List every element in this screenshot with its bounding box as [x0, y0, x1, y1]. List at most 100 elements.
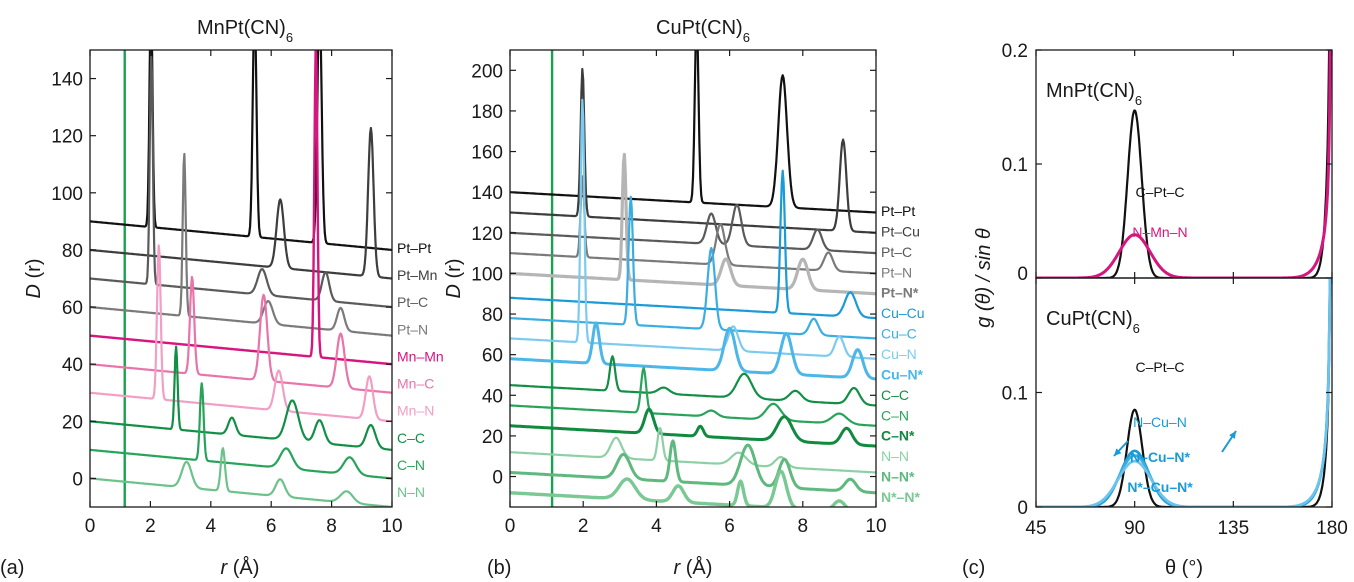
x-tick-label: 90	[1124, 518, 1145, 539]
series-line-a-3	[90, 152, 392, 337]
panel-title: MnPt(CN)6	[197, 17, 293, 45]
series-line-b-4	[510, 152, 876, 296]
series-label-b-0: Pt–Pt	[881, 203, 915, 219]
angle-annotation-0-1: N–Mn–N	[1132, 224, 1187, 240]
series-line-a-8	[90, 382, 392, 480]
series-line-b-5	[510, 169, 876, 320]
x-tick-label: 8	[798, 516, 809, 537]
panel-c: 0 0.1 0.2 MnPt(CN)6 C–Pt–C N–Mn–N 0 0.1 CuPt(CN)…	[962, 41, 1348, 579]
y-tick-label: 0	[1017, 498, 1028, 519]
series-label-b-14: N*–N*	[881, 489, 920, 505]
series-label-b-7: Cu–N	[881, 346, 917, 362]
series-line-a-1	[90, 126, 392, 280]
x-tick-label: 4	[206, 516, 217, 537]
y-tick-label: 180	[471, 102, 503, 123]
series-line-b-7	[510, 98, 876, 360]
series-label-b-10: C–N	[881, 407, 909, 423]
series-label-b-9: C–C	[881, 387, 909, 403]
arrow-left-head	[1114, 448, 1122, 456]
plot-frame	[89, 49, 393, 508]
series-line-b-11	[510, 407, 876, 448]
angle-annotation-1-0: C–Pt–C	[1135, 359, 1184, 375]
angle-series-line-1-1	[1036, 278, 1332, 507]
series-label-a-6: Mn–N	[397, 403, 434, 419]
y-tick-label: 60	[62, 298, 83, 319]
y-tick-label: 20	[62, 412, 83, 433]
angle-annotation-1-1: N–Cu–N	[1133, 414, 1187, 430]
x-tick-label: 6	[724, 516, 735, 537]
series-label-b-3: Pt–N	[881, 264, 912, 280]
y-tick-label: 80	[62, 241, 83, 262]
series-line-a-5	[90, 275, 392, 394]
series-label-b-12: N–N	[881, 448, 909, 464]
series-label-b-1: Pt–Cu	[881, 223, 920, 239]
x-tick-label: 10	[865, 516, 886, 537]
panel-title: CuPt(CN)6	[656, 17, 750, 45]
x-tick-label: 2	[578, 516, 589, 537]
panel-letter: (c)	[962, 557, 985, 579]
series-group	[510, 50, 876, 507]
y-tick-label: 140	[51, 70, 83, 91]
series-line-b-14	[510, 469, 849, 507]
x-tick-label: 0	[85, 516, 96, 537]
series-label-b-6: Cu–C	[881, 326, 917, 342]
x-tick-label: 8	[326, 516, 337, 537]
series-label-a-9: N–N	[397, 484, 425, 500]
series-line-b-9	[510, 355, 876, 407]
series-group	[90, 50, 392, 507]
y-tick-label: 0.2	[1002, 41, 1028, 62]
x-tick-label: 2	[145, 516, 156, 537]
arrow-right-head	[1229, 431, 1236, 439]
y-tick-label: 0	[72, 469, 83, 490]
x-tick-label: 45	[1025, 518, 1046, 539]
series-label-b-4: Pt–N*	[881, 285, 919, 301]
y-tick-label: 60	[482, 346, 503, 367]
series-label-b-8: Cu–N*	[881, 366, 924, 382]
series-label-a-5: Mn–C	[397, 376, 434, 392]
y-tick-label: 100	[471, 264, 503, 285]
series-line-a-7	[90, 345, 392, 451]
series-label-a-3: Pt–N	[397, 321, 428, 337]
angle-annotation-1-2: N–Cu–N*	[1130, 449, 1190, 465]
series-label-b-5: Cu–Cu	[881, 305, 925, 321]
x-tick-label: 135	[1217, 518, 1249, 539]
series-line-b-10	[510, 367, 876, 427]
x-tick-label: 180	[1316, 518, 1348, 539]
y-tick-label: 0.1	[1002, 155, 1028, 176]
panel-letter: (b)	[487, 557, 511, 579]
subpanel-title: CuPt(CN)6	[1046, 308, 1140, 336]
series-line-b-8	[510, 321, 876, 381]
angle-annotation-1-3: N*–Cu–N*	[1127, 479, 1193, 495]
panel-letter: (a)	[0, 557, 24, 579]
series-label-b-2: Pt–C	[881, 244, 912, 260]
angle-series-line-1-2	[1036, 278, 1332, 507]
series-line-b-3	[510, 175, 876, 275]
series-line-b-0	[510, 50, 876, 214]
x-tick-label: 10	[381, 516, 402, 537]
x-axis-label: r (Å)	[674, 556, 713, 579]
series-group	[1036, 278, 1332, 507]
series-label-a-1: Pt–Mn	[397, 267, 437, 283]
plot-frame	[509, 49, 877, 508]
y-tick-label: 200	[471, 61, 503, 82]
angle-series-line-1-3	[1036, 278, 1332, 507]
angle-annotation-0-0: C–Pt–C	[1135, 184, 1184, 200]
series-line-a-0	[90, 50, 392, 251]
y-tick-label: 40	[482, 386, 503, 407]
y-axis-label: g (θ) / sin θ	[973, 228, 995, 328]
x-axis-label: θ (°)	[1165, 557, 1203, 579]
panel-a: 0 20 40 60 80 100 120 140 0 2 4 6 8 10 MnPt(CN)6 D (r) r…	[0, 17, 444, 579]
series-line-a-4	[90, 50, 392, 366]
series-line-b-1	[510, 67, 876, 234]
series-label-a-2: Pt–C	[397, 294, 428, 310]
series-line-a-6	[90, 244, 392, 423]
series-label-a-7: C–C	[397, 430, 425, 446]
series-label-a-8: C–N	[397, 457, 425, 473]
y-tick-label: 160	[471, 143, 503, 164]
series-line-b-13	[510, 439, 876, 495]
subpanel-title: MnPt(CN)6	[1046, 80, 1142, 108]
y-tick-label: 20	[482, 427, 503, 448]
y-tick-label: 80	[482, 305, 503, 326]
series-label-a-0: Pt–Pt	[397, 240, 431, 256]
